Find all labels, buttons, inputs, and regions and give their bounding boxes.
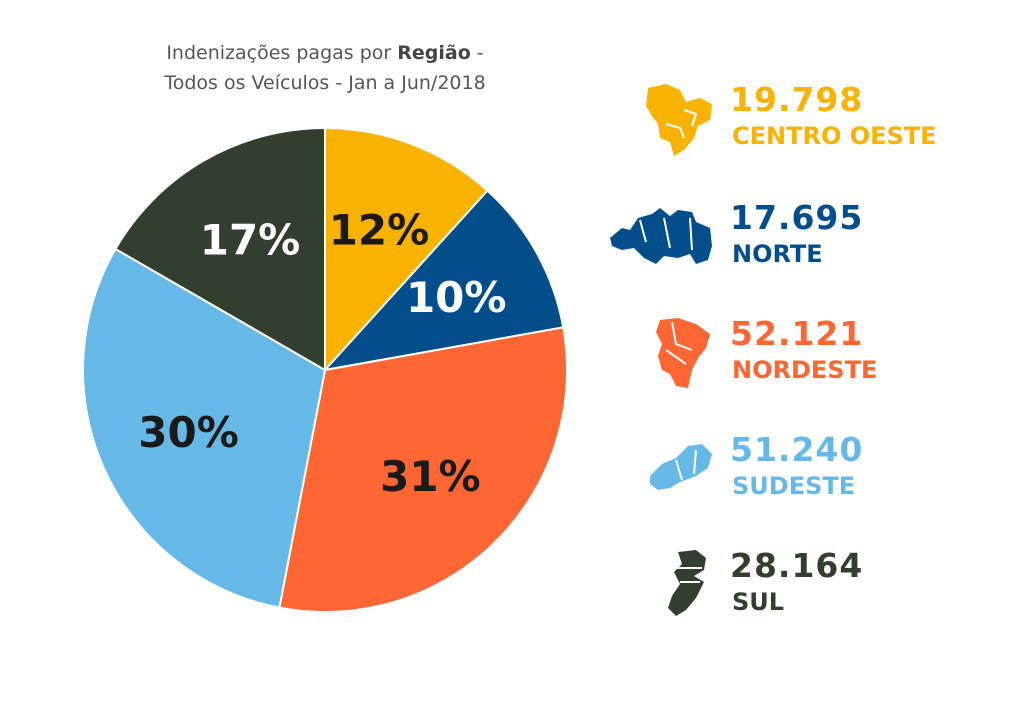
pie-slice-nordeste [278,326,568,613]
sul-map-icon [668,550,706,616]
legend-value: 17.695 [730,198,864,237]
legend-item-nordeste: 52.121 NORDESTE [600,314,1000,394]
slice-label-centro-oeste: 12% [329,206,430,255]
pie-slice-norte [322,189,565,372]
sudeste-map-icon [650,444,712,490]
legend-name: NORDESTE [732,356,878,384]
legend-value: 28.164 [730,546,864,585]
title-part1: Indenizações pagas por [166,42,398,64]
chart-title: Indenizações pagas por Região - Todos os… [100,38,550,98]
legend-name: SUDESTE [732,472,856,500]
pie-slice-sul [114,126,326,372]
legend-name: CENTRO OESTE [732,122,937,150]
legend-item-centro-oeste: 19.798 CENTRO OESTE [600,80,1000,160]
slice-label-norte: 10% [406,273,507,322]
pie-slice-sudeste [82,247,327,609]
norte-map-icon [610,208,712,264]
pie-chart: 12% 10% 31% 30% 17% [82,126,568,613]
legend-item-sudeste: 51.240 SUDESTE [600,430,1000,510]
legend-value: 19.798 [730,80,864,119]
nordeste-map-icon [656,318,710,388]
pie-slice-centro-oeste [324,126,489,373]
legend-item-sul: 28.164 SUL [600,546,1000,626]
title-part2: - [470,42,484,64]
legend-value: 52.121 [730,314,864,353]
legend-value: 51.240 [730,430,864,469]
slice-label-sul: 17% [200,216,301,265]
title-bold: Região [397,42,471,64]
title-line2: Todos os Veículos - Jan a Jun/2018 [164,72,486,94]
slice-label-nordeste: 31% [380,452,481,501]
legend-name: NORTE [732,240,823,268]
legend-item-norte: 17.695 NORTE [600,198,1000,278]
slice-label-sudeste: 30% [138,408,239,457]
legend-name: SUL [732,588,785,616]
centro-oeste-map-icon [646,84,712,156]
